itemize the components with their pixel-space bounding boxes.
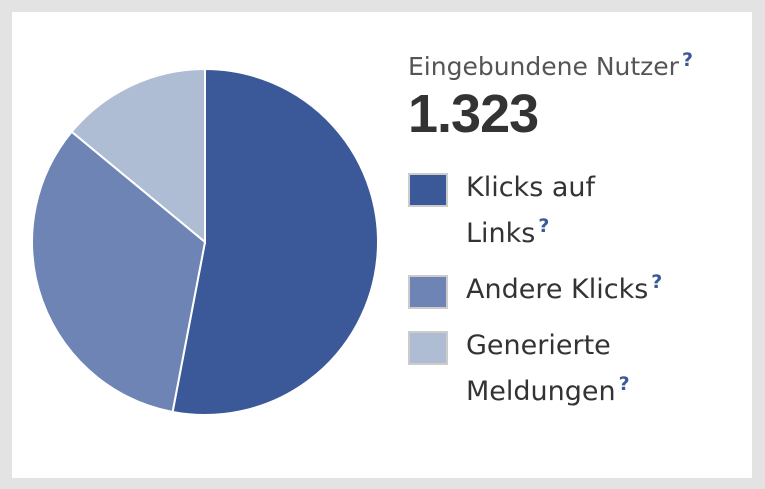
help-icon[interactable]: ? <box>538 215 550 237</box>
pie-slice <box>31 130 207 414</box>
total: 1.323 <box>408 84 539 144</box>
legend-text: Andere Klicks <box>466 274 649 305</box>
pie-slice <box>70 67 206 245</box>
legend-label: Generierte Meldungen? <box>466 323 666 415</box>
legend-item: Generierte Meldungen? <box>408 329 748 415</box>
legend-text: Generierte Meldungen <box>466 330 616 407</box>
chart-title: Eingebundene Nutzer? <box>408 48 748 81</box>
help-icon[interactable]: ? <box>681 48 693 71</box>
legend-swatch <box>408 275 448 309</box>
legend: Klicks auf Links? Andere Klicks? Generiert… <box>408 171 748 415</box>
info: Eingebundene Nutzer? 1.323 Klicks auf Li… <box>408 48 748 431</box>
legend-item: Andere Klicks? <box>408 273 748 313</box>
pie-slice <box>171 67 379 416</box>
title-text: Eingebundene Nutzer <box>408 52 679 81</box>
legend-swatch <box>408 331 448 365</box>
legend-label: Andere Klicks? <box>466 267 666 313</box>
legend-label: Klicks auf Links? <box>466 165 666 257</box>
legend-item: Klicks auf Links? <box>408 171 748 257</box>
help-icon[interactable]: ? <box>618 373 630 395</box>
pie-chart <box>31 67 379 416</box>
help-icon[interactable]: ? <box>651 271 663 293</box>
legend-swatch <box>408 173 448 207</box>
legend-text: Klicks auf Links <box>466 172 596 249</box>
panel: Eingebundene Nutzer? 1.323 Klicks auf Li… <box>12 12 752 478</box>
